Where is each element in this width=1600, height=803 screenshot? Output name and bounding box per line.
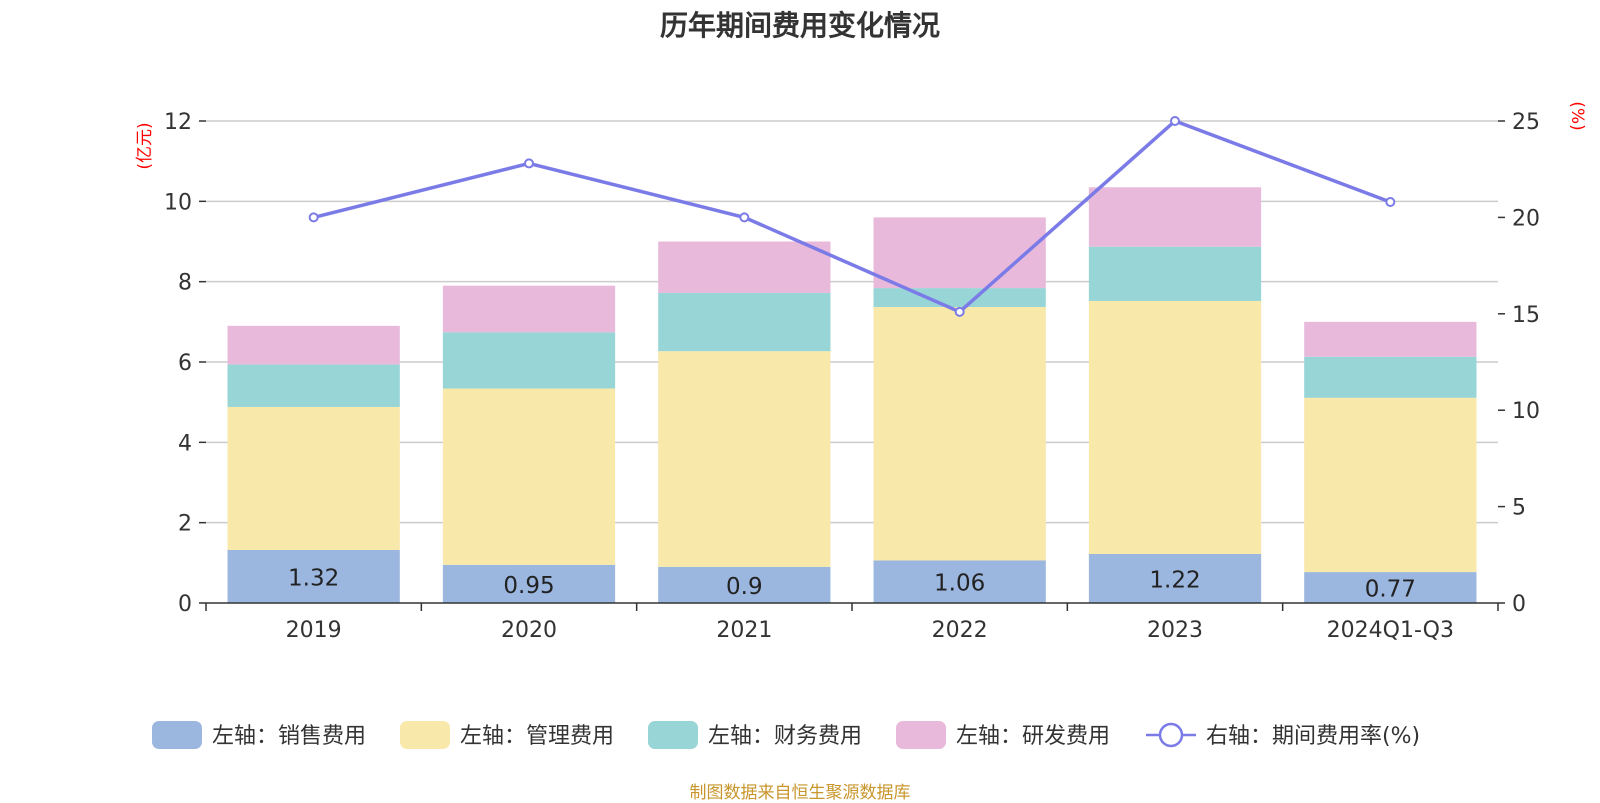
legend-label: 右轴：期间费用率(%) bbox=[1206, 724, 1420, 749]
bar-segment bbox=[658, 241, 831, 293]
chart-title: 历年期间费用变化情况 bbox=[659, 9, 940, 42]
bar-segment bbox=[442, 285, 616, 333]
bar-segment bbox=[1088, 300, 1262, 554]
bars bbox=[227, 187, 1477, 603]
bar-segment bbox=[227, 364, 400, 407]
bar-segment bbox=[1088, 187, 1262, 247]
x-axis-tick-label: 2019 bbox=[286, 618, 342, 643]
right-axis-tick-label: 25 bbox=[1512, 110, 1540, 135]
data-labels: 1.32 0.95 0.9 1.06 1.22 0.77 bbox=[288, 565, 1416, 602]
x-axis-tick-label: 2022 bbox=[932, 618, 988, 643]
x-axis-tick-label: 2023 bbox=[1147, 618, 1203, 643]
x-axis-tick-label: 2021 bbox=[716, 618, 772, 643]
data-label: 1.06 bbox=[934, 571, 985, 597]
data-label: 0.95 bbox=[503, 573, 554, 599]
rate-line-path bbox=[313, 118, 1391, 314]
legend-swatch bbox=[896, 721, 946, 749]
left-axis-tick-label: 4 bbox=[178, 431, 192, 456]
legend-swatch bbox=[400, 721, 450, 749]
x-axis-tick-label: 2020 bbox=[501, 618, 557, 643]
right-axis-tick-label: 15 bbox=[1512, 303, 1540, 328]
axes: 0 2 4 6 8 10 12 0 5 10 15 20 25 2019 2020 2021 2022 2023 2… bbox=[135, 101, 1587, 643]
legend: 左轴：销售费用 左轴：管理费用 左轴：财务费用 左轴：研发费用 右轴：期间费用率(%) bbox=[152, 721, 1420, 749]
bar-segment bbox=[658, 292, 831, 352]
x-axis-tick-label: 2024Q1-Q3 bbox=[1327, 618, 1454, 643]
source-note: 制图数据来自恒生聚源数据库 bbox=[689, 783, 911, 803]
legend-label: 左轴：管理费用 bbox=[460, 724, 614, 749]
legend-marker bbox=[1158, 722, 1184, 748]
bar-segment bbox=[442, 332, 616, 389]
legend-label: 左轴：销售费用 bbox=[212, 724, 366, 749]
right-axis-tick-label: 0 bbox=[1512, 592, 1526, 617]
left-axis-tick-label: 12 bbox=[164, 110, 192, 135]
right-axis-tick-label: 20 bbox=[1512, 206, 1540, 231]
data-label: 1.32 bbox=[288, 565, 339, 591]
data-label: 0.77 bbox=[1365, 577, 1416, 603]
left-axis-tick-label: 10 bbox=[164, 190, 192, 215]
bar-segment bbox=[873, 217, 1046, 289]
left-axis-tick-label: 0 bbox=[178, 592, 192, 617]
rate-point bbox=[524, 158, 534, 169]
legend-swatch bbox=[152, 721, 202, 749]
bar-segment bbox=[873, 560, 1046, 603]
rate-point bbox=[1385, 196, 1396, 207]
left-axis-tick-label: 2 bbox=[178, 512, 192, 537]
data-label: 0.9 bbox=[726, 574, 763, 600]
rate-line bbox=[308, 116, 1396, 317]
right-axis-unit: (%) bbox=[1567, 101, 1587, 130]
right-axis-tick-label: 5 bbox=[1512, 496, 1526, 521]
bar-segment bbox=[1304, 572, 1477, 603]
data-label: 1.22 bbox=[1149, 567, 1200, 593]
left-axis-tick-label: 8 bbox=[178, 271, 192, 296]
rate-point bbox=[308, 212, 319, 223]
right-axis-tick-label: 10 bbox=[1512, 399, 1540, 424]
bar-segment bbox=[227, 549, 400, 603]
bar-segment bbox=[442, 564, 616, 603]
legend-swatch bbox=[648, 721, 698, 749]
bar-segment bbox=[227, 406, 400, 550]
legend-label: 左轴：研发费用 bbox=[956, 724, 1110, 749]
bar-segment bbox=[1088, 553, 1262, 603]
bar-segment bbox=[658, 566, 831, 603]
bar-segment bbox=[1304, 356, 1477, 398]
bar-segment bbox=[442, 388, 616, 565]
rate-point bbox=[1170, 116, 1180, 126]
left-axis-tick-label: 6 bbox=[178, 351, 192, 376]
bar-segment bbox=[873, 306, 1046, 561]
bar-segment bbox=[1304, 321, 1477, 357]
bar-segment bbox=[1304, 397, 1477, 573]
bar-segment bbox=[873, 288, 1046, 307]
legend-label: 左轴：财务费用 bbox=[708, 724, 862, 749]
bar-segment bbox=[1088, 246, 1262, 301]
rate-point bbox=[739, 212, 750, 223]
rate-point bbox=[954, 306, 965, 317]
bar-segment bbox=[658, 351, 831, 567]
gridlines bbox=[206, 120, 1498, 524]
bar-segment bbox=[227, 325, 400, 365]
left-axis-unit: (亿元) bbox=[135, 122, 155, 169]
